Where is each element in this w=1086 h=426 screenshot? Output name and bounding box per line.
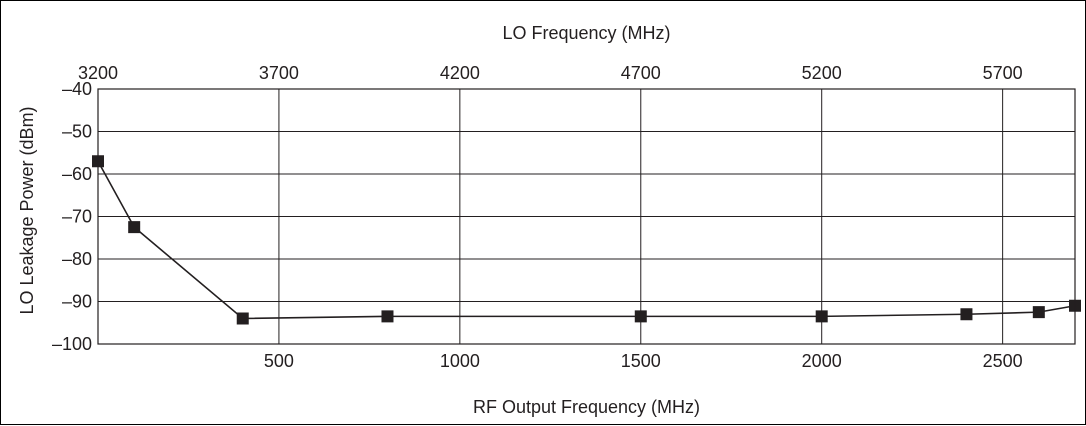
data-point-marker [960, 308, 973, 321]
top-x-tick-label: 5700 [983, 63, 1023, 83]
data-point-marker [1032, 306, 1045, 319]
y-tick-label: –90 [62, 292, 92, 312]
y-tick-label: –60 [62, 164, 92, 184]
top-x-tick-labels: 3200 3700 4200 4700 5200 5700 [78, 63, 1023, 83]
x-tick-label: 1000 [440, 351, 480, 371]
top-x-tick-label: 5200 [802, 63, 842, 83]
top-x-tick-label: 3700 [259, 63, 299, 83]
plot-area [97, 88, 1076, 345]
y-tick-label: –80 [62, 249, 92, 269]
data-point-marker [236, 312, 249, 325]
grid [98, 89, 1075, 344]
x-tick-label: 1500 [621, 351, 661, 371]
y-tick-labels: –40 –50 –60 –70 –80 –90 –100 [52, 79, 92, 354]
x-tick-label: 500 [264, 351, 294, 371]
series [92, 155, 1081, 325]
data-point-marker [128, 221, 141, 234]
top-x-tick-label: 4200 [440, 63, 480, 83]
y-axis-title: LO Leakage Power (dBm) [17, 106, 37, 314]
top-x-axis-title: LO Frequency (MHz) [502, 23, 670, 43]
x-tick-label: 2500 [983, 351, 1023, 371]
x-tick-labels: 500 1000 1500 2000 2500 [264, 351, 1023, 371]
data-point-marker [634, 310, 647, 323]
top-x-tick-label: 4700 [621, 63, 661, 83]
y-tick-label: –50 [62, 122, 92, 142]
top-x-tick-label: 3200 [78, 63, 118, 83]
y-tick-label: –70 [62, 207, 92, 227]
x-tick-label: 2000 [802, 351, 842, 371]
data-point-marker [381, 310, 394, 323]
y-tick-label: –40 [62, 79, 92, 99]
x-axis-title: RF Output Frequency (MHz) [473, 397, 700, 417]
data-point-marker [815, 310, 828, 323]
y-tick-label: –100 [52, 334, 92, 354]
series-line [97, 160, 1076, 320]
